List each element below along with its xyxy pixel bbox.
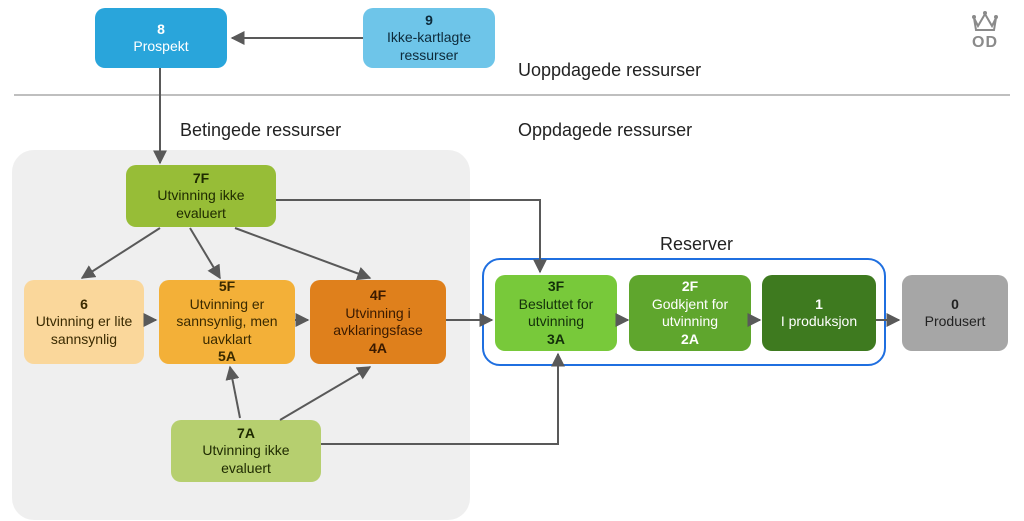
node-9: 9Ikke-kartlagte ressurser [363,8,495,68]
node-1: 1I produksjon [762,275,876,351]
horizontal-divider [14,94,1010,96]
label-reserves: Reserver [660,234,733,255]
node-3: 3FBesluttet for utvinning3A [495,275,617,351]
crown-icon [970,8,1000,34]
label-undiscovered: Uoppdagede ressurser [518,60,701,81]
logo-text: OD [972,34,998,52]
node-8: 8Prospekt [95,8,227,68]
node-2: 2FGodkjent for utvinning2A [629,275,751,351]
node-7F: 7FUtvinning ikke evaluert [126,165,276,227]
label-discovered: Oppdagede ressurser [518,120,692,141]
od-logo: OD [970,8,1000,52]
node-0: 0Produsert [902,275,1008,351]
label-contingent: Betingede ressurser [180,120,341,141]
node-6: 6Utvinning er lite sannsynlig [24,280,144,364]
node-5: 5FUtvinning er sannsynlig, men uavklart5… [159,280,295,364]
node-4: 4FUtvinning i avklaringsfase4A [310,280,446,364]
diagram-canvas: OD Uoppdagede ressurser Betingede ressur… [0,0,1024,521]
node-7A: 7AUtvinning ikke evaluert [171,420,321,482]
